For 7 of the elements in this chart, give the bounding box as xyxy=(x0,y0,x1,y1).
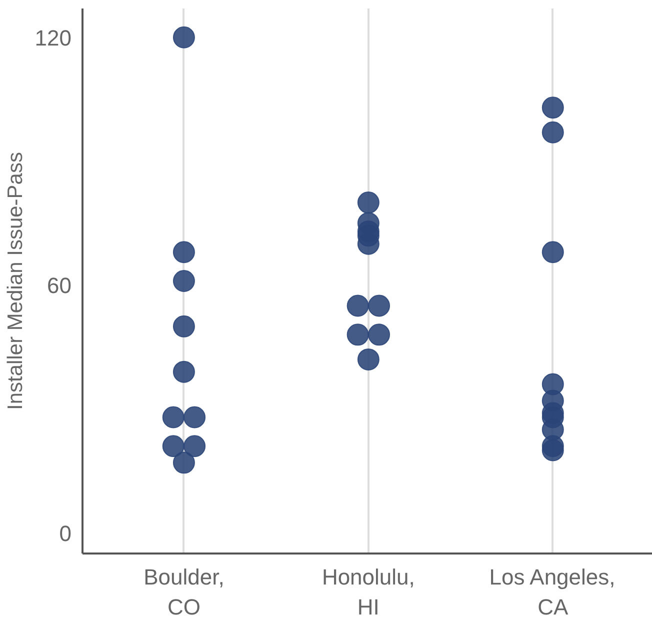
y-axis-title: Installer Median Issue-Pass xyxy=(4,152,27,410)
y-tick-label: 120 xyxy=(34,25,72,50)
x-tick-label: Honolulu, HI xyxy=(322,564,415,620)
x-tick-label: Los Angeles, CA xyxy=(489,564,616,620)
y-tick-label: 60 xyxy=(47,273,72,298)
x-tick-label: Boulder, CO xyxy=(144,564,224,620)
y-tick-label: 0 xyxy=(59,520,72,546)
